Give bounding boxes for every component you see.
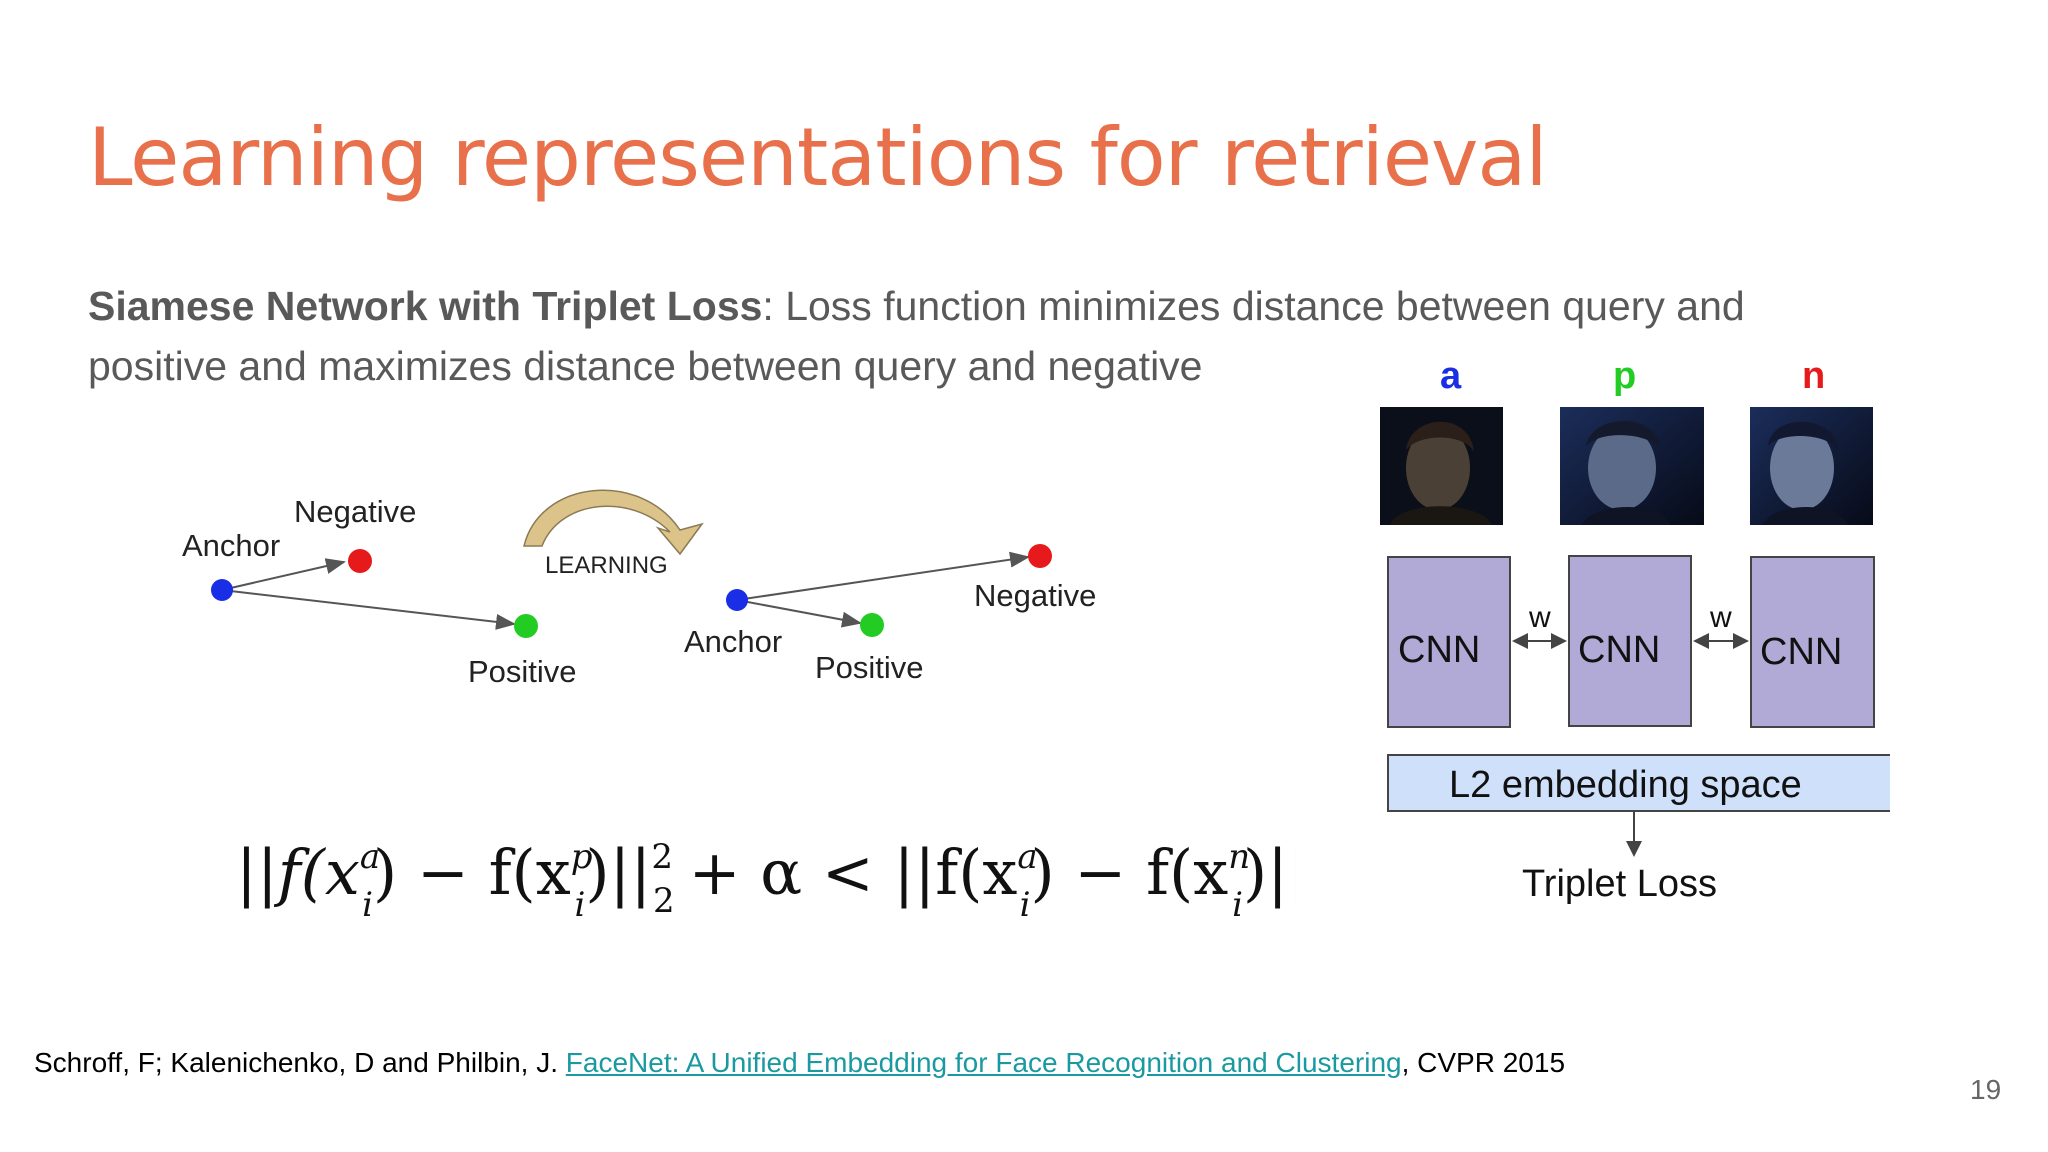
formula-f1: f(x — [274, 836, 360, 909]
weight-share-label-2: w — [1709, 601, 1732, 634]
positive-point-after — [860, 613, 884, 637]
formula-a-sup: a — [360, 837, 380, 877]
cnn-label-positive: CNN — [1578, 629, 1660, 671]
weight-share-label-1: w — [1528, 601, 1551, 634]
citation-authors: Schroff, F; Kalenichenko, D and Philbin,… — [34, 1047, 566, 1078]
formula-norm-open: || — [236, 836, 278, 909]
anchor-point — [211, 579, 233, 601]
anchor-to-positive-arrow-after — [736, 599, 862, 628]
svg-text:||f(xai) − f(xpi)||22+ α < |: ||f(xa i) − f(xp i)||2 2 + α < ||f(xa i) − f(… — [236, 836, 1296, 925]
formula-norm-close: )|| — [585, 836, 651, 909]
anchor-to-negative-arrow — [221, 558, 346, 591]
negative-face-image — [1750, 407, 1873, 525]
formula-minus-2: ) − f(x — [1031, 836, 1229, 909]
negative-label-after: Negative — [974, 578, 1096, 613]
anchor-letter: a — [1440, 355, 1462, 397]
anchor-label-after: Anchor — [684, 624, 782, 659]
negative-point-after — [1028, 544, 1052, 568]
slide-title: Learning representations for retrieval — [88, 111, 1548, 204]
negative-label: Negative — [294, 494, 416, 529]
formula-i-sub-3: i — [1020, 885, 1031, 925]
paper-link[interactable]: FaceNet: A Unified Embedding for Face Re… — [565, 1047, 1402, 1078]
bold-lead: Siamese Network with Triplet Loss — [88, 283, 763, 329]
formula-sq: 2 — [651, 837, 673, 877]
citation-venue: , CVPR 2015 — [1401, 1047, 1566, 1078]
cnn-box-negative — [1750, 556, 1875, 728]
negative-point — [348, 549, 372, 573]
learning-arrow — [523, 489, 704, 556]
formula-norm-close-2: )|| — [1243, 836, 1296, 909]
positive-point — [514, 614, 538, 638]
anchor-face-image — [1380, 407, 1503, 525]
triplet-loss-label: Triplet Loss — [1522, 863, 1717, 905]
cnn-box-anchor — [1387, 556, 1511, 728]
formula-i-sub-2: i — [574, 885, 585, 925]
learning-label: LEARNING — [545, 552, 668, 579]
formula-a-sup-2: a — [1017, 837, 1037, 877]
cnn-box-positive — [1568, 555, 1692, 727]
positive-face-image — [1560, 407, 1704, 525]
formula-p-sup: p — [571, 837, 593, 877]
embedding-box — [1387, 754, 1890, 812]
anchor-label: Anchor — [182, 528, 280, 563]
positive-label: Positive — [468, 654, 577, 689]
formula-plus-alpha: + α < ||f(x — [689, 836, 1018, 909]
formula-minus: ) − f(x — [373, 836, 571, 909]
formula-i-sub-4: i — [1232, 885, 1243, 925]
siamese-network-diagram: a p n CNN CNN CNN w w L2 embedding space… — [1380, 355, 1890, 905]
negative-letter: n — [1802, 355, 1825, 397]
embedding-label: L2 embedding space — [1449, 764, 1802, 806]
anchor-to-negative-arrow-after — [736, 551, 1030, 601]
cnn-label-anchor: CNN — [1398, 629, 1480, 671]
triplet-learning-diagram: Anchor Negative Positive LEARNING Anchor… — [182, 489, 1096, 689]
formula-n-sup: n — [1228, 837, 1250, 877]
page-number: 19 — [1970, 1074, 2002, 1105]
slide-description: Siamese Network with Triplet Loss: Loss … — [88, 276, 1868, 396]
positive-letter: p — [1613, 355, 1636, 397]
positive-label-after: Positive — [815, 650, 924, 685]
cnn-label-negative: CNN — [1760, 631, 1842, 673]
citation: Schroff, F; Kalenichenko, D and Philbin,… — [34, 1047, 1565, 1079]
formula-i-sub: i — [362, 885, 373, 925]
description-text: : Loss function minimizes distance betwe… — [88, 283, 1745, 389]
formula-two: 2 — [653, 881, 675, 921]
anchor-to-positive-arrow — [221, 589, 516, 630]
triplet-loss-formula: ||f(xa i) − f(xp i)||2 2 + α < ||f(xa i) − f(… — [236, 836, 1296, 925]
anchor-point-after — [726, 589, 748, 611]
